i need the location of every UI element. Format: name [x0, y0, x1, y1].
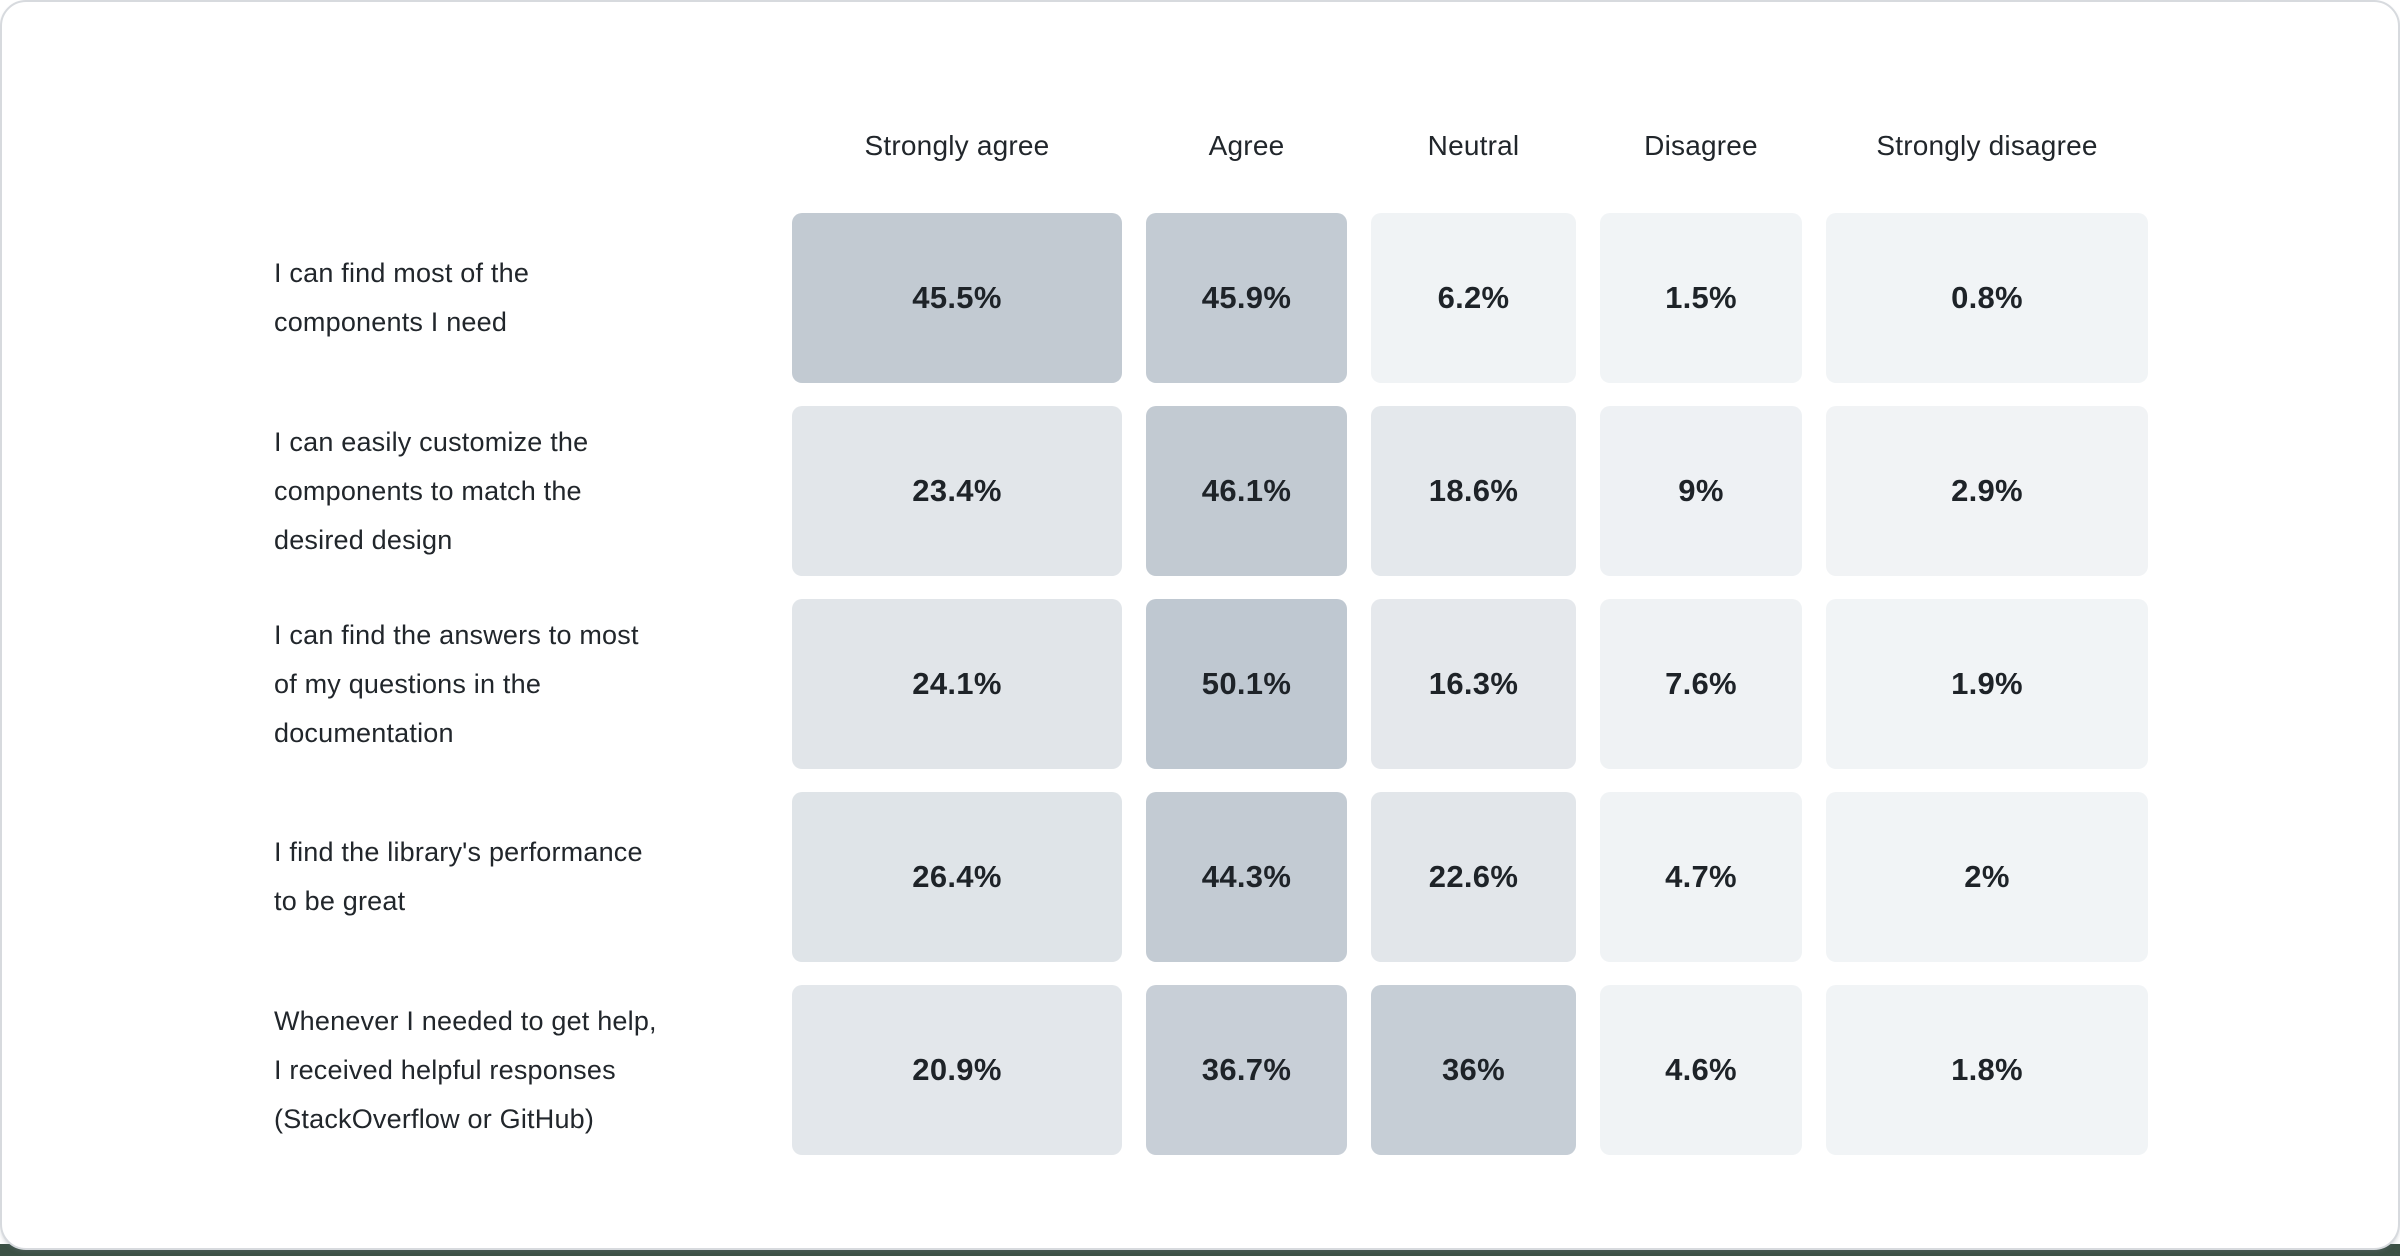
heatmap-cell-0-3: 1.5%	[1600, 213, 1802, 383]
row-label-4: Whenever I needed to get help, I receive…	[274, 1005, 657, 1134]
heatmap-cell-4-1: 36.7%	[1146, 985, 1347, 1155]
heatmap-cell-3-1: 44.3%	[1146, 792, 1347, 962]
heatmap-cell-1-2: 18.6%	[1371, 406, 1576, 576]
heatmap-cell-0-4: 0.8%	[1826, 213, 2148, 383]
heatmap-cell-4-4: 1.8%	[1826, 985, 2148, 1155]
column-header-1: Agree	[1208, 130, 1285, 161]
heatmap-cell-3-0: 26.4%	[792, 792, 1122, 962]
column-header-2: Neutral	[1427, 130, 1520, 161]
row-label-3: I find the library's performance to be g…	[274, 837, 643, 916]
column-header-0: Strongly agree	[864, 130, 1050, 161]
table-corner-spacer	[274, 102, 768, 190]
column-header-3: Disagree	[1644, 130, 1758, 161]
heatmap-cell-2-2: 16.3%	[1371, 599, 1576, 769]
heatmap-cell-1-4: 2.9%	[1826, 406, 2148, 576]
row-label-2: I can find the answers to most of my que…	[274, 619, 639, 748]
row-label-0: I can find most of the components I need	[274, 258, 530, 337]
heatmap-cell-3-3: 4.7%	[1600, 792, 1802, 962]
heatmap-cell-4-2: 36%	[1371, 985, 1576, 1155]
column-header-4: Strongly disagree	[1876, 130, 2098, 161]
heatmap-cell-0-2: 6.2%	[1371, 213, 1576, 383]
heatmap-cell-3-4: 2%	[1826, 792, 2148, 962]
heatmap-cell-1-1: 46.1%	[1146, 406, 1347, 576]
heatmap-cell-2-3: 7.6%	[1600, 599, 1802, 769]
heatmap-cell-0-0: 45.5%	[792, 213, 1122, 383]
heatmap-cell-2-1: 50.1%	[1146, 599, 1347, 769]
heatmap-cell-3-2: 22.6%	[1371, 792, 1576, 962]
row-label-1: I can easily customize the components to…	[274, 426, 589, 555]
heatmap-cell-2-0: 24.1%	[792, 599, 1122, 769]
heatmap-cell-4-3: 4.6%	[1600, 985, 1802, 1155]
heatmap-cell-1-0: 23.4%	[792, 406, 1122, 576]
heatmap-cell-1-3: 9%	[1600, 406, 1802, 576]
heatmap-cell-2-4: 1.9%	[1826, 599, 2148, 769]
heatmap-cell-0-1: 45.9%	[1146, 213, 1347, 383]
heatmap-cell-4-0: 20.9%	[792, 985, 1122, 1155]
survey-heatmap-table: Strongly agree Agree Neutral Disagree Strong…	[274, 102, 2148, 1155]
